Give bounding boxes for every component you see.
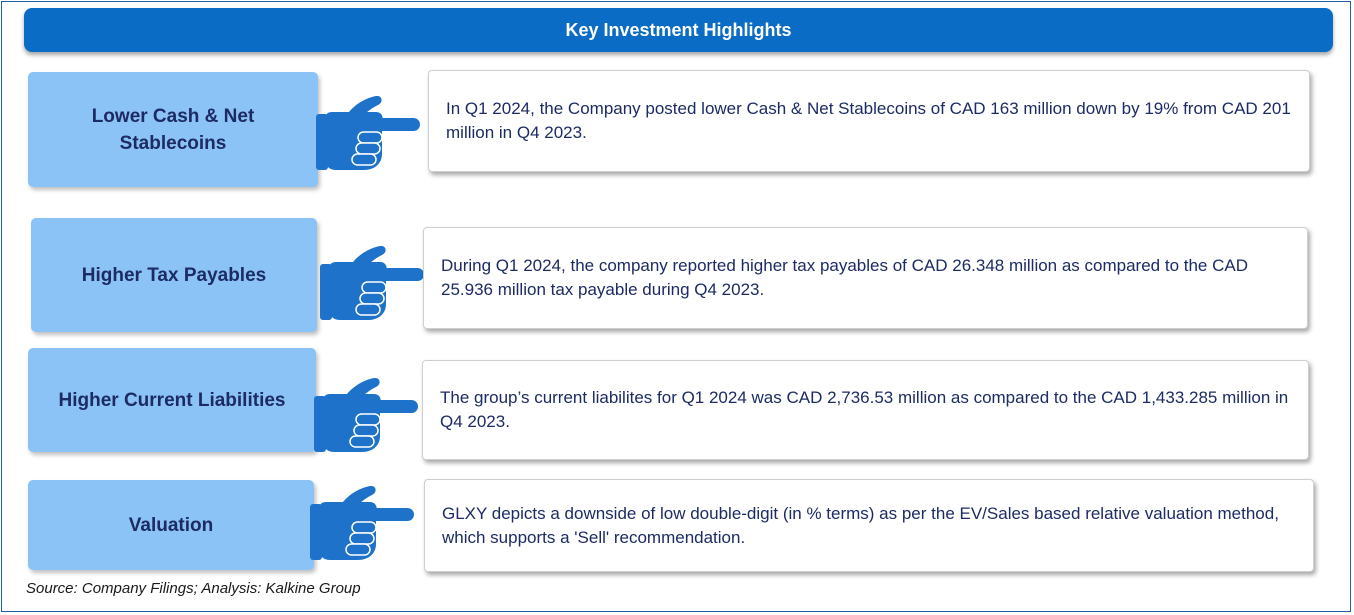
source-note: Source: Company Filings; Analysis: Kalki… (26, 580, 361, 597)
highlight-text-cash: In Q1 2024, the Company posted lower Cas… (428, 70, 1310, 172)
highlight-label-valuation: Valuation (28, 480, 314, 570)
highlight-label-tax: Higher Tax Payables (31, 218, 317, 332)
pointing-hand-icon (314, 378, 418, 452)
page-title: Key Investment Highlights (24, 8, 1333, 52)
highlight-text-valuation: GLXY depicts a downside of low double-di… (424, 479, 1314, 572)
pointing-hand-icon (316, 96, 420, 170)
pointing-hand-icon (320, 246, 424, 320)
highlight-text-liabilities: The group’s current liabilites for Q1 20… (422, 360, 1309, 460)
highlight-label-liabilities: Higher Current Liabilities (28, 348, 316, 452)
pointing-hand-icon (310, 486, 414, 560)
highlight-text-tax: During Q1 2024, the company reported hig… (423, 227, 1308, 329)
highlight-label-cash: Lower Cash & Net Stablecoins (28, 72, 318, 187)
